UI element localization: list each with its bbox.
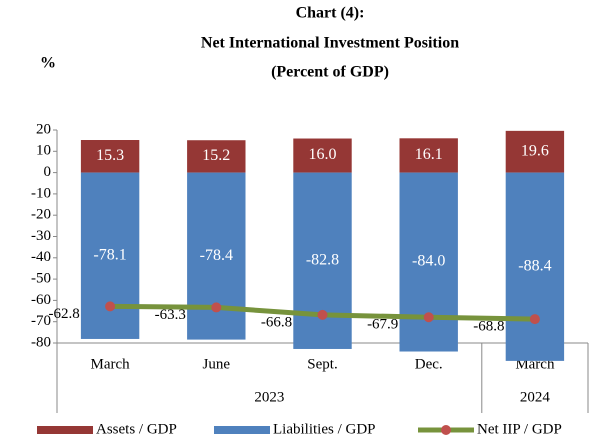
data-label: 16.1 bbox=[415, 146, 443, 163]
chart-title: Net International Investment Position bbox=[201, 35, 459, 52]
x-tick-label: Dec. bbox=[415, 356, 443, 372]
y-tick-label: -80 bbox=[31, 334, 51, 350]
bar bbox=[293, 138, 352, 173]
data-label: -62.8 bbox=[48, 306, 79, 322]
y-tick-label: -70 bbox=[31, 313, 51, 329]
y-tick-label: 20 bbox=[36, 121, 51, 137]
bar bbox=[187, 140, 246, 173]
data-label: 16.0 bbox=[309, 146, 337, 163]
y-tick-label: -40 bbox=[31, 249, 51, 265]
legend-swatch bbox=[441, 425, 451, 435]
data-label: 15.3 bbox=[96, 147, 124, 164]
bar bbox=[505, 172, 565, 361]
y-tick-label: -60 bbox=[31, 292, 51, 308]
x-group-label: 2023 bbox=[254, 389, 284, 405]
x-tick-label: March bbox=[91, 356, 131, 372]
data-label: -78.1 bbox=[93, 246, 126, 263]
data-label: -66.8 bbox=[261, 314, 292, 330]
legend-label: Net IIP / GDP bbox=[477, 421, 562, 437]
data-label: -67.9 bbox=[367, 317, 398, 333]
marker bbox=[105, 301, 116, 312]
data-label: -82.8 bbox=[306, 251, 339, 268]
data-label: -88.4 bbox=[518, 257, 551, 274]
x-tick-label: June bbox=[203, 356, 231, 372]
data-label: -78.4 bbox=[200, 247, 233, 264]
chart-title: Chart (4): bbox=[296, 5, 365, 22]
legend-swatch bbox=[37, 426, 93, 434]
y-tick-label: 10 bbox=[36, 143, 51, 159]
data-label: 19.6 bbox=[521, 142, 549, 159]
x-group-label: 2024 bbox=[520, 389, 551, 405]
chart-title: (Percent of GDP) bbox=[271, 64, 389, 81]
bar bbox=[505, 130, 565, 173]
y-axis-label: % bbox=[40, 55, 56, 72]
bar bbox=[80, 140, 140, 173]
legend-label: Liabilities / GDP bbox=[273, 421, 376, 437]
data-label: -68.8 bbox=[473, 319, 504, 335]
bar bbox=[399, 138, 458, 173]
marker bbox=[211, 302, 222, 313]
y-tick-label: -50 bbox=[31, 271, 51, 287]
marker bbox=[317, 309, 328, 320]
marker bbox=[529, 314, 540, 325]
y-tick-label: -30 bbox=[31, 228, 51, 244]
y-tick-label: 0 bbox=[44, 164, 52, 180]
legend-label: Assets / GDP bbox=[96, 421, 177, 437]
data-label: -84.0 bbox=[412, 253, 445, 270]
data-label: 15.2 bbox=[202, 147, 230, 164]
x-tick-label: Sept. bbox=[307, 356, 337, 372]
marker bbox=[423, 312, 434, 323]
legend-swatch bbox=[214, 426, 270, 434]
data-label: -63.3 bbox=[155, 307, 186, 323]
y-tick-label: -10 bbox=[31, 185, 51, 201]
y-tick-label: -20 bbox=[31, 207, 51, 223]
